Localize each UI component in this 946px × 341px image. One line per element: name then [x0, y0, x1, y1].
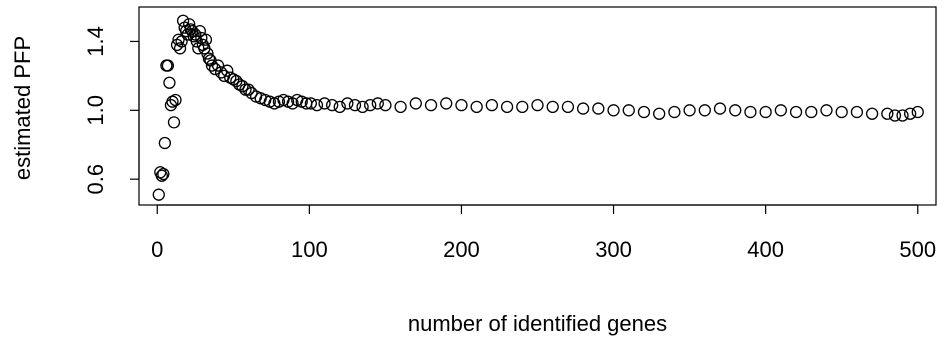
data-point [561, 100, 575, 114]
data-point [221, 64, 234, 77]
data-point [224, 71, 237, 84]
data-point [820, 104, 833, 117]
data-point [850, 105, 864, 119]
data-point [592, 102, 605, 115]
data-point [364, 98, 377, 112]
data-point [318, 97, 331, 110]
data-point [341, 97, 354, 110]
data-point [214, 66, 228, 79]
data-point [729, 104, 742, 117]
data-point [166, 95, 179, 108]
x-axis: 0 100 200 300 400 500 [151, 204, 936, 262]
data-point [911, 105, 924, 119]
plot-frame [138, 6, 937, 206]
data-point [500, 100, 514, 114]
data-point [158, 136, 172, 150]
data-point [202, 52, 216, 65]
data-point [193, 24, 206, 38]
data-point [896, 109, 909, 122]
points-layer [152, 14, 924, 201]
data-point [713, 102, 727, 115]
data-point [424, 98, 438, 112]
data-point [698, 104, 711, 117]
data-point [546, 100, 559, 114]
data-point [348, 98, 362, 112]
data-point [622, 104, 635, 117]
x-tick-label: 400 [747, 237, 784, 262]
y-tick-label: 1.4 [83, 26, 108, 57]
x-axis-label: number of identified genes [408, 311, 667, 336]
data-point [333, 100, 346, 114]
data-point [455, 98, 468, 112]
data-point [683, 104, 696, 117]
x-tick-label: 0 [151, 237, 163, 262]
data-point [186, 24, 199, 38]
data-point [485, 98, 499, 112]
x-tick-label: 200 [443, 237, 480, 262]
data-point [759, 105, 772, 119]
x-tick-label: 300 [595, 237, 632, 262]
data-point [236, 80, 249, 93]
data-point [576, 102, 590, 115]
data-point [356, 100, 369, 114]
y-axis: 0.6 1.0 1.4 [83, 26, 140, 195]
data-point [161, 59, 175, 72]
data-point [394, 100, 407, 114]
data-point [607, 104, 620, 117]
data-point [239, 83, 252, 96]
data-point [201, 47, 214, 60]
data-point [205, 59, 219, 72]
data-point [183, 18, 196, 31]
data-point [470, 100, 483, 114]
data-point [163, 76, 176, 89]
data-point [379, 98, 392, 112]
data-point [653, 107, 666, 120]
data-point [409, 97, 422, 110]
x-tick-label: 500 [899, 237, 936, 262]
data-point [371, 97, 384, 110]
data-point [199, 33, 213, 46]
data-point [668, 105, 681, 119]
data-point [242, 83, 255, 96]
data-point [888, 109, 902, 122]
data-point [211, 59, 225, 72]
data-point [835, 105, 848, 119]
data-point [155, 169, 168, 182]
y-tick-label: 1.0 [83, 95, 108, 126]
x-tick-label: 100 [291, 237, 328, 262]
data-point [516, 100, 529, 114]
data-point [903, 107, 917, 120]
data-point [304, 97, 318, 110]
data-point [310, 98, 324, 112]
y-tick-label: 0.6 [83, 164, 108, 195]
data-point [637, 105, 651, 119]
data-point [881, 107, 894, 120]
data-point [172, 33, 185, 46]
data-point [157, 167, 170, 181]
data-point [175, 35, 188, 48]
data-point [152, 188, 165, 201]
data-point [169, 93, 182, 107]
data-point [167, 116, 181, 129]
data-point [531, 98, 544, 112]
data-point [774, 104, 788, 117]
data-point [208, 62, 222, 76]
data-point [326, 98, 339, 112]
data-point [440, 97, 453, 110]
data-point [805, 105, 818, 119]
data-point [865, 107, 879, 120]
data-point [789, 105, 803, 119]
data-point [173, 42, 187, 55]
data-point [744, 105, 757, 119]
y-axis-label: estimated PFP [10, 36, 35, 180]
